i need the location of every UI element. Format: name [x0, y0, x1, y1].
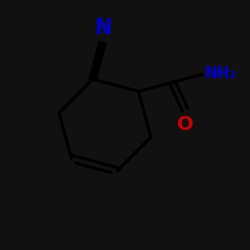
Text: N: N [94, 18, 111, 38]
Text: NH₂: NH₂ [205, 66, 237, 80]
Text: O: O [177, 115, 194, 134]
